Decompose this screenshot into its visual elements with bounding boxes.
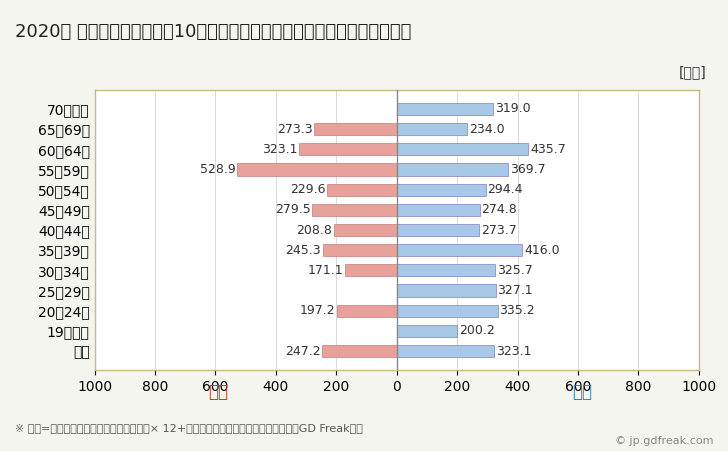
Text: 女性: 女性 — [208, 383, 229, 401]
Bar — [397, 184, 486, 196]
Bar — [397, 325, 457, 337]
Bar — [397, 264, 495, 276]
Bar — [323, 244, 397, 256]
Text: 274.8: 274.8 — [481, 203, 517, 216]
Text: 273.7: 273.7 — [481, 224, 517, 236]
Text: 435.7: 435.7 — [530, 143, 566, 156]
Text: 327.1: 327.1 — [497, 284, 533, 297]
Text: 197.2: 197.2 — [300, 304, 336, 317]
Bar — [322, 345, 397, 357]
Text: 369.7: 369.7 — [510, 163, 545, 176]
Bar — [397, 224, 480, 236]
Bar — [345, 264, 397, 276]
Text: 273.3: 273.3 — [277, 123, 313, 136]
Text: 171.1: 171.1 — [308, 264, 344, 277]
Bar — [397, 345, 494, 357]
Bar — [333, 224, 397, 236]
Bar — [397, 143, 529, 155]
Bar — [314, 123, 397, 135]
Bar — [397, 204, 480, 216]
Text: 294.4: 294.4 — [487, 183, 523, 196]
Bar — [397, 123, 467, 135]
Text: 335.2: 335.2 — [499, 304, 535, 317]
Bar — [312, 204, 397, 216]
Bar — [397, 103, 493, 115]
Text: ※ 年収=「きまって支給する現金給与額」× 12+「年間賞与その他特別給与額」としてGD Freak推計: ※ 年収=「きまって支給する現金給与額」× 12+「年間賞与その他特別給与額」と… — [15, 423, 363, 433]
Text: 325.7: 325.7 — [496, 264, 532, 277]
Text: 247.2: 247.2 — [285, 345, 320, 358]
Text: 208.8: 208.8 — [296, 224, 332, 236]
Bar — [397, 285, 496, 297]
Bar — [237, 163, 397, 175]
Bar — [397, 305, 498, 317]
Text: 234.0: 234.0 — [469, 123, 505, 136]
Text: 245.3: 245.3 — [285, 244, 321, 257]
Text: 200.2: 200.2 — [459, 324, 494, 337]
Text: 279.5: 279.5 — [275, 203, 311, 216]
Text: 319.0: 319.0 — [494, 102, 530, 115]
Text: © jp.gdfreak.com: © jp.gdfreak.com — [615, 437, 713, 446]
Text: [万円]: [万円] — [678, 65, 706, 79]
Bar — [397, 244, 523, 256]
Text: 229.6: 229.6 — [290, 183, 326, 196]
Bar — [337, 305, 397, 317]
Bar — [328, 184, 397, 196]
Text: 男性: 男性 — [572, 383, 593, 401]
Text: 323.1: 323.1 — [262, 143, 298, 156]
Bar — [299, 143, 397, 155]
Text: 528.9: 528.9 — [199, 163, 235, 176]
Text: 323.1: 323.1 — [496, 345, 531, 358]
Text: 416.0: 416.0 — [524, 244, 560, 257]
Text: 2020年 民間企業（従業者数10人以上）フルタイム労働者の男女別平均年収: 2020年 民間企業（従業者数10人以上）フルタイム労働者の男女別平均年収 — [15, 23, 411, 41]
Bar — [397, 163, 508, 175]
